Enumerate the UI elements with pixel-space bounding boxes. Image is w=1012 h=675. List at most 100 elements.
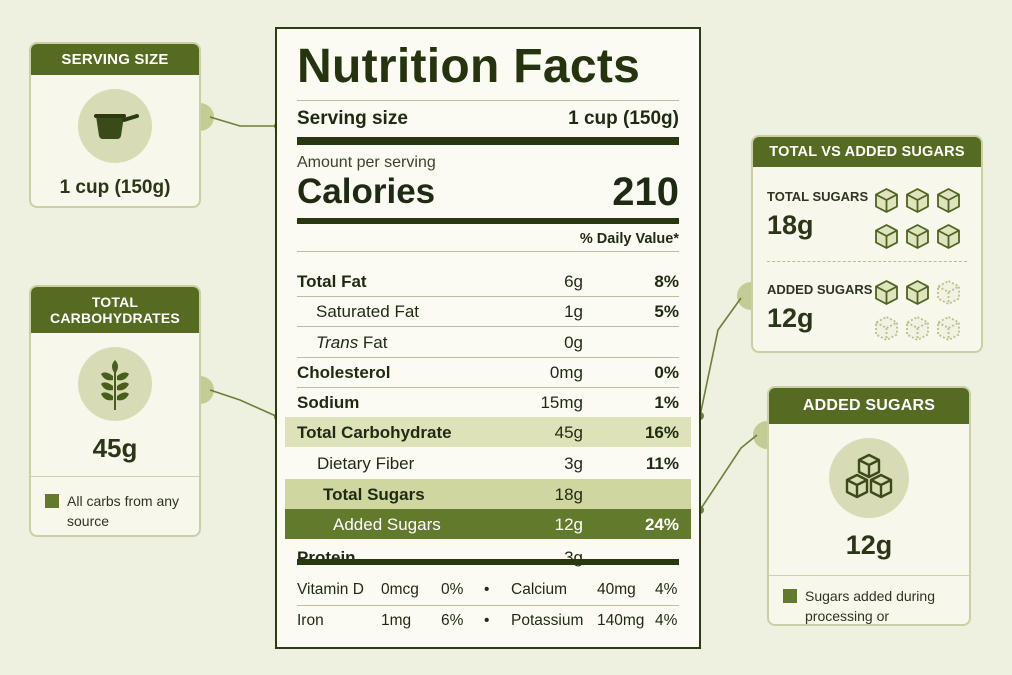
divider [767,261,967,262]
thick-rule [297,137,679,145]
sugar-cube-icon [873,223,900,255]
thick-rule [297,559,679,565]
nutrient-daily-value: 8% [654,272,679,291]
sugar-cube-empty-icon [935,279,962,311]
nutrient-amount: 6g [564,272,583,291]
nutrient-row: Sodium 15mg 1% [297,387,679,417]
vitamin-amount: 1mg [381,612,412,629]
nutrient-amount: 0mg [549,363,583,382]
nutrient-amount: 0g [564,333,583,352]
added-sugars-card-title: ADDED SUGARS [769,388,969,424]
calories-label: Calories [297,172,436,211]
vitamin-amount2: 140mg [597,612,645,629]
divider [297,326,679,327]
nutrient-row: Saturated Fat 1g 5% [297,296,679,326]
vitamin-amount: 0mcg [381,581,419,598]
nutrient-amount: 3g [564,548,583,567]
total-sugar-cubes [873,187,962,255]
sugar-cube-icon [873,187,900,219]
nutrient-row: Total Sugars 18g [285,479,691,509]
nutrient-row: Total Carbohydrate 45g 16% [285,417,691,447]
nutrition-facts-label: Nutrition Facts Serving size 1 cup (150g… [275,27,701,649]
vitamin-dv2: 4% [655,612,678,629]
label-title: Nutrition Facts [297,40,641,93]
nutrient-name: Sodium [297,393,360,412]
nutrient-amount: 12g [554,515,583,534]
nutrient-amount: 15mg [540,393,583,412]
nutrient-name: Cholesterol [297,363,391,382]
vitamin-row: Iron 1mg 6% • Potassium 140mg 4% [297,606,679,636]
nutrient-daily-value: 1% [654,393,679,412]
bullet-separator: • [484,612,490,629]
vitamin-name: Iron [297,612,324,629]
calories-value: 210 [612,170,679,214]
sugar-cube-icon [904,187,931,219]
divider [297,100,679,101]
divider [297,296,679,297]
divider [297,605,679,606]
sugar-cube-icon [904,279,931,311]
sugar-cube-empty-icon [935,315,962,347]
connector-tab-serving [200,103,214,131]
added-sugars-value: 12g [767,303,814,333]
serving-size-card-title: SERVING SIZE [31,44,199,75]
divider [297,387,679,388]
connector-tab-sugars [737,282,751,310]
connector-serving [209,116,278,127]
divider [769,575,969,576]
vitamin-dv: 6% [441,612,464,629]
bullet-separator: • [484,581,490,598]
amount-per-serving: Amount per serving [297,154,436,171]
nutrient-amount: 1g [564,302,583,321]
nutrient-row: Trans Fat 0g [297,327,679,357]
nutrient-daily-value: 0% [654,363,679,382]
serving-size-value: 1 cup (150g) [59,177,171,198]
total-sugars-label: TOTAL SUGARS [767,189,869,204]
serving-size-amount: 1 cup (150g) [568,108,679,129]
daily-value-header: % Daily Value* [579,231,679,247]
connector-added [699,434,758,511]
sugar-cube-icon [904,223,931,255]
nutrient-row: Dietary Fiber 3g 11% [297,448,679,478]
vitamin-name: Vitamin D [297,581,364,598]
total-carbohydrates-value: 45g [92,433,138,463]
sugar-cube-icon [935,187,962,219]
connector-carbs [209,389,279,418]
sugar-cube-empty-icon [904,315,931,347]
vitamin-name2: Potassium [511,612,584,629]
legend-swatch [783,589,797,603]
added-sugars-card-value: 12g [845,530,893,560]
nutrient-name: Total Fat [297,272,367,291]
carbs-note-text: All carbs from any source [67,493,180,529]
measuring-cup-icon [78,89,152,163]
vitamin-dv2: 4% [655,581,678,598]
nutrient-daily-value: 11% [645,454,679,473]
total-sugars-value: 18g [767,210,814,240]
total-vs-added-sugars-title: TOTAL VS ADDED SUGARS [753,137,981,167]
sugar-cube-icon [873,279,900,311]
serving-size-row: Serving size 1 cup (150g) [297,108,679,134]
vitamin-amount2: 40mg [597,581,636,598]
nutrient-name: Dietary Fiber [317,454,415,473]
sugar-cubes-icon [829,438,909,518]
added-sugar-cubes [873,279,962,347]
nutrient-name: Saturated Fat [316,302,420,321]
vitamin-row: Vitamin D 0mcg 0% • Calcium 40mg 4% [297,575,679,606]
nutrient-name: Protein [297,548,356,567]
sugar-cube-icon [935,223,962,255]
divider [297,357,679,358]
vitamin-dv: 0% [441,581,464,598]
nutrient-name: Total Carbohydrate [297,423,452,442]
nutrient-daily-value: 5% [654,302,679,321]
divider [297,251,679,252]
divider [31,476,199,477]
nutrient-amount: 3g [564,454,583,473]
connector-sugars [699,297,742,417]
added-sugars-note-text: Sugars added during processing or prepar… [805,588,935,624]
nutrient-row: Total Fat 6g 8% [297,266,679,296]
serving-size-card: SERVING SIZE 1 cup (150g) [29,42,201,208]
nutrient-name: Added Sugars [333,515,441,534]
serving-size-label: Serving size [297,108,408,129]
vitamin-name2: Calcium [511,581,567,598]
added-sugars-label: ADDED SUGARS [767,282,873,297]
